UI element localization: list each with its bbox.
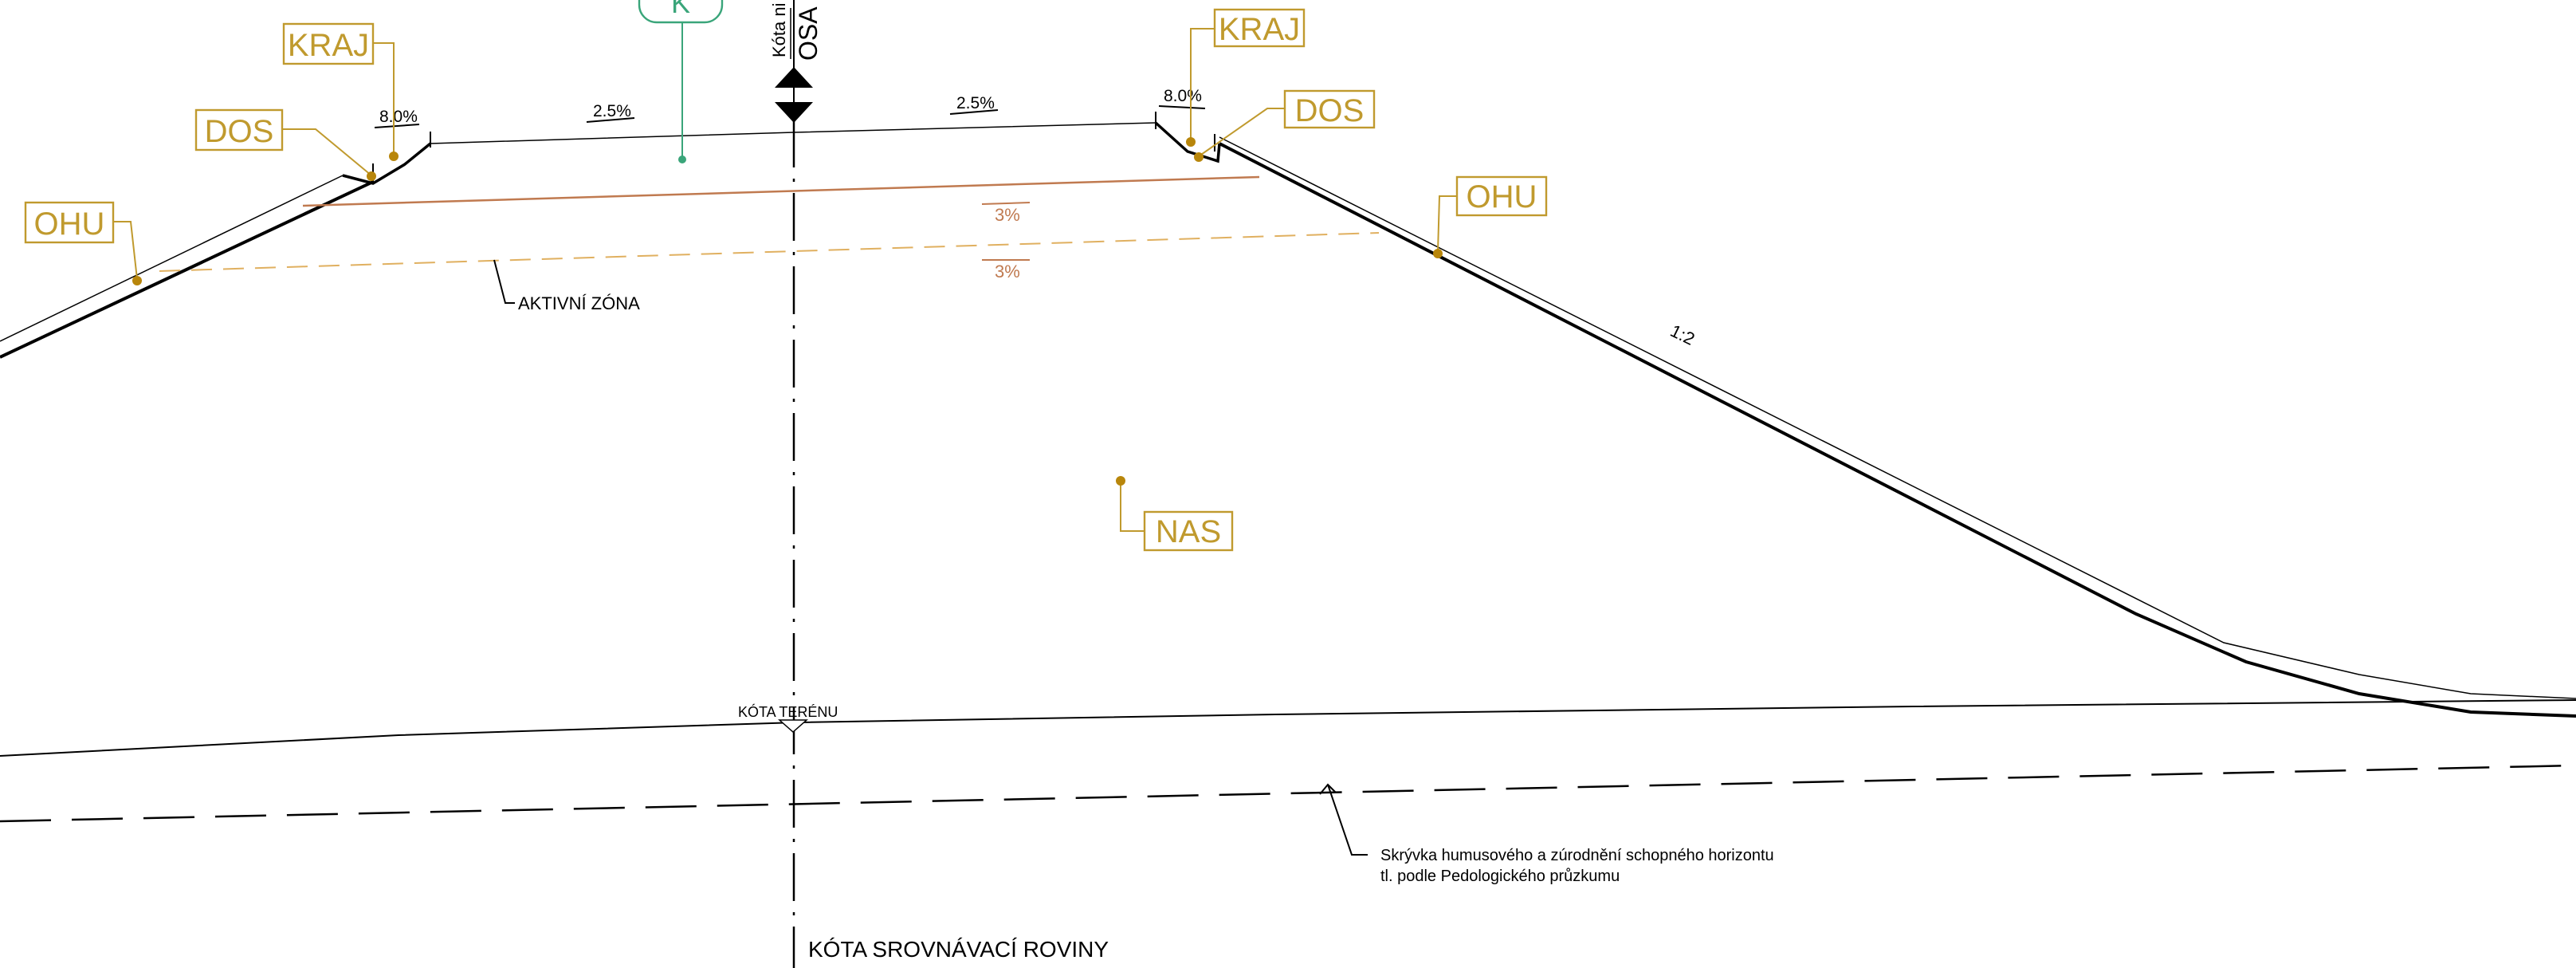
right-edge-slope: 8.0% (1164, 87, 1202, 105)
dos-left-leader (282, 128, 372, 176)
ohu-right-label: OHU (1467, 179, 1537, 214)
active-zone-label: AKTIVNÍ ZÓNA (518, 293, 640, 313)
topsoil-leader-arrow (1319, 783, 1337, 795)
ohu-left-leader (113, 221, 138, 280)
left-carriageway-slope-arrow (586, 117, 635, 123)
left-edge-slope: 8.0% (379, 108, 418, 126)
pavement-layer-line (302, 175, 1260, 207)
ohu-left-label: OHU (34, 207, 105, 242)
dos-right-box (1283, 89, 1376, 129)
right-edge-slope-arrow (1158, 105, 1206, 109)
kraj-left-box (282, 22, 375, 65)
kraj-right-box (1213, 8, 1306, 48)
kraj-right-leader (1190, 28, 1215, 140)
topsoil-text-line2: tl. podle Pedologického průzkumu (1380, 868, 1620, 885)
terrain-level-label: KÓTA TERÉNU (738, 703, 838, 720)
topsoil-leader (1327, 784, 1368, 856)
nas-box (1143, 510, 1234, 552)
nas-leader (1120, 482, 1145, 532)
k-marker-label: K (671, 0, 690, 19)
terrain-level-triangle (778, 719, 808, 734)
ohu-left-box (24, 201, 115, 244)
ohu-left-point (132, 276, 142, 285)
left-embankment-inner (0, 175, 344, 342)
nas-label: NAS (1156, 514, 1221, 549)
axis-arrow-up (775, 67, 813, 88)
layer-slope-upper-arrow (981, 202, 1031, 205)
left-embankment-outer (0, 180, 374, 359)
ohu-right-leader (1437, 195, 1457, 253)
kraj-left-point (389, 151, 399, 161)
right-carriageway-slope-arrow (949, 109, 999, 115)
active-zone-leader (493, 259, 515, 304)
dos-left-box (194, 108, 284, 151)
layer-slope-lower: 3% (995, 262, 1020, 281)
axis-kota-label: Kóta ni (769, 3, 789, 58)
terrain-line (0, 699, 2576, 757)
nas-point (1116, 476, 1125, 486)
dos-left-point (367, 171, 376, 181)
topsoil-removal-line (0, 764, 2576, 823)
dos-left-label: DOS (205, 114, 274, 149)
leveling-plane-label: KÓTA SROVNÁVACÍ ROVINY (808, 937, 1109, 962)
left-edge-slope-arrow (374, 124, 420, 128)
right-embankment-inner (1219, 136, 2576, 699)
dos-right-point (1194, 152, 1204, 162)
ohu-right-point (1433, 249, 1443, 258)
kraj-right-point (1186, 137, 1196, 147)
dos-right-leader (1198, 108, 1285, 157)
right-carriageway-slope: 2.5% (956, 94, 995, 112)
embankment-slope: 1:2 (1667, 321, 1698, 349)
axis-osa-label: OSA (794, 6, 823, 61)
axis-arrow-down (775, 102, 813, 123)
kraj-left-label: KRAJ (288, 28, 369, 63)
active-zone-line (159, 232, 1380, 272)
topsoil-text-line1: Skrývka humusového a zúrodnění schopného… (1380, 847, 1774, 864)
left-curb-detail (342, 142, 432, 185)
ohu-right-box (1455, 175, 1548, 217)
right-embankment-outer (1219, 142, 2576, 718)
k-marker-point (678, 155, 686, 163)
left-carriageway-slope: 2.5% (593, 102, 631, 120)
k-marker-box (638, 0, 724, 24)
dos-right-label: DOS (1295, 93, 1365, 128)
kraj-left-leader (373, 42, 395, 155)
kraj-right-label: KRAJ (1219, 12, 1300, 47)
layer-slope-upper: 3% (995, 205, 1020, 225)
